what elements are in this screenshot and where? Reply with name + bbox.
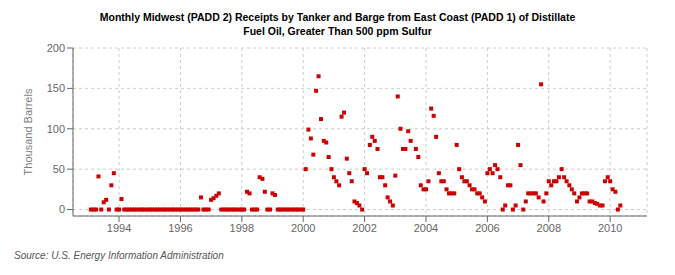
svg-text:2002: 2002: [352, 222, 376, 234]
svg-text:2000: 2000: [291, 222, 315, 234]
svg-text:100: 100: [47, 123, 65, 135]
svg-text:2006: 2006: [475, 222, 499, 234]
html-text:Fuel Oil, Greater Than 500 ppm: Fuel Oil, Greater Than 500 ppm Sulfur: [243, 25, 432, 37]
html-text:Monthly Midwest (PADD 2) Recei: Monthly Midwest (PADD 2) Receipts by Tan…: [99, 11, 576, 23]
svg-text:0: 0: [59, 203, 65, 215]
svg-text:150: 150: [47, 82, 65, 94]
svg-text:50: 50: [53, 163, 65, 175]
svg-text:2004: 2004: [414, 222, 438, 234]
svg-text:1996: 1996: [168, 222, 192, 234]
svg-text:200: 200: [47, 42, 65, 54]
html-text:Source: U.S. Energy Informatio: Source: U.S. Energy Information Administ…: [14, 250, 224, 261]
svg-text:1994: 1994: [107, 222, 131, 234]
svg-text:2008: 2008: [537, 222, 561, 234]
svg-text:1998: 1998: [230, 222, 254, 234]
svg-text:Thousand Barrels: Thousand Barrels: [22, 88, 34, 175]
svg-text:2010: 2010: [598, 222, 622, 234]
